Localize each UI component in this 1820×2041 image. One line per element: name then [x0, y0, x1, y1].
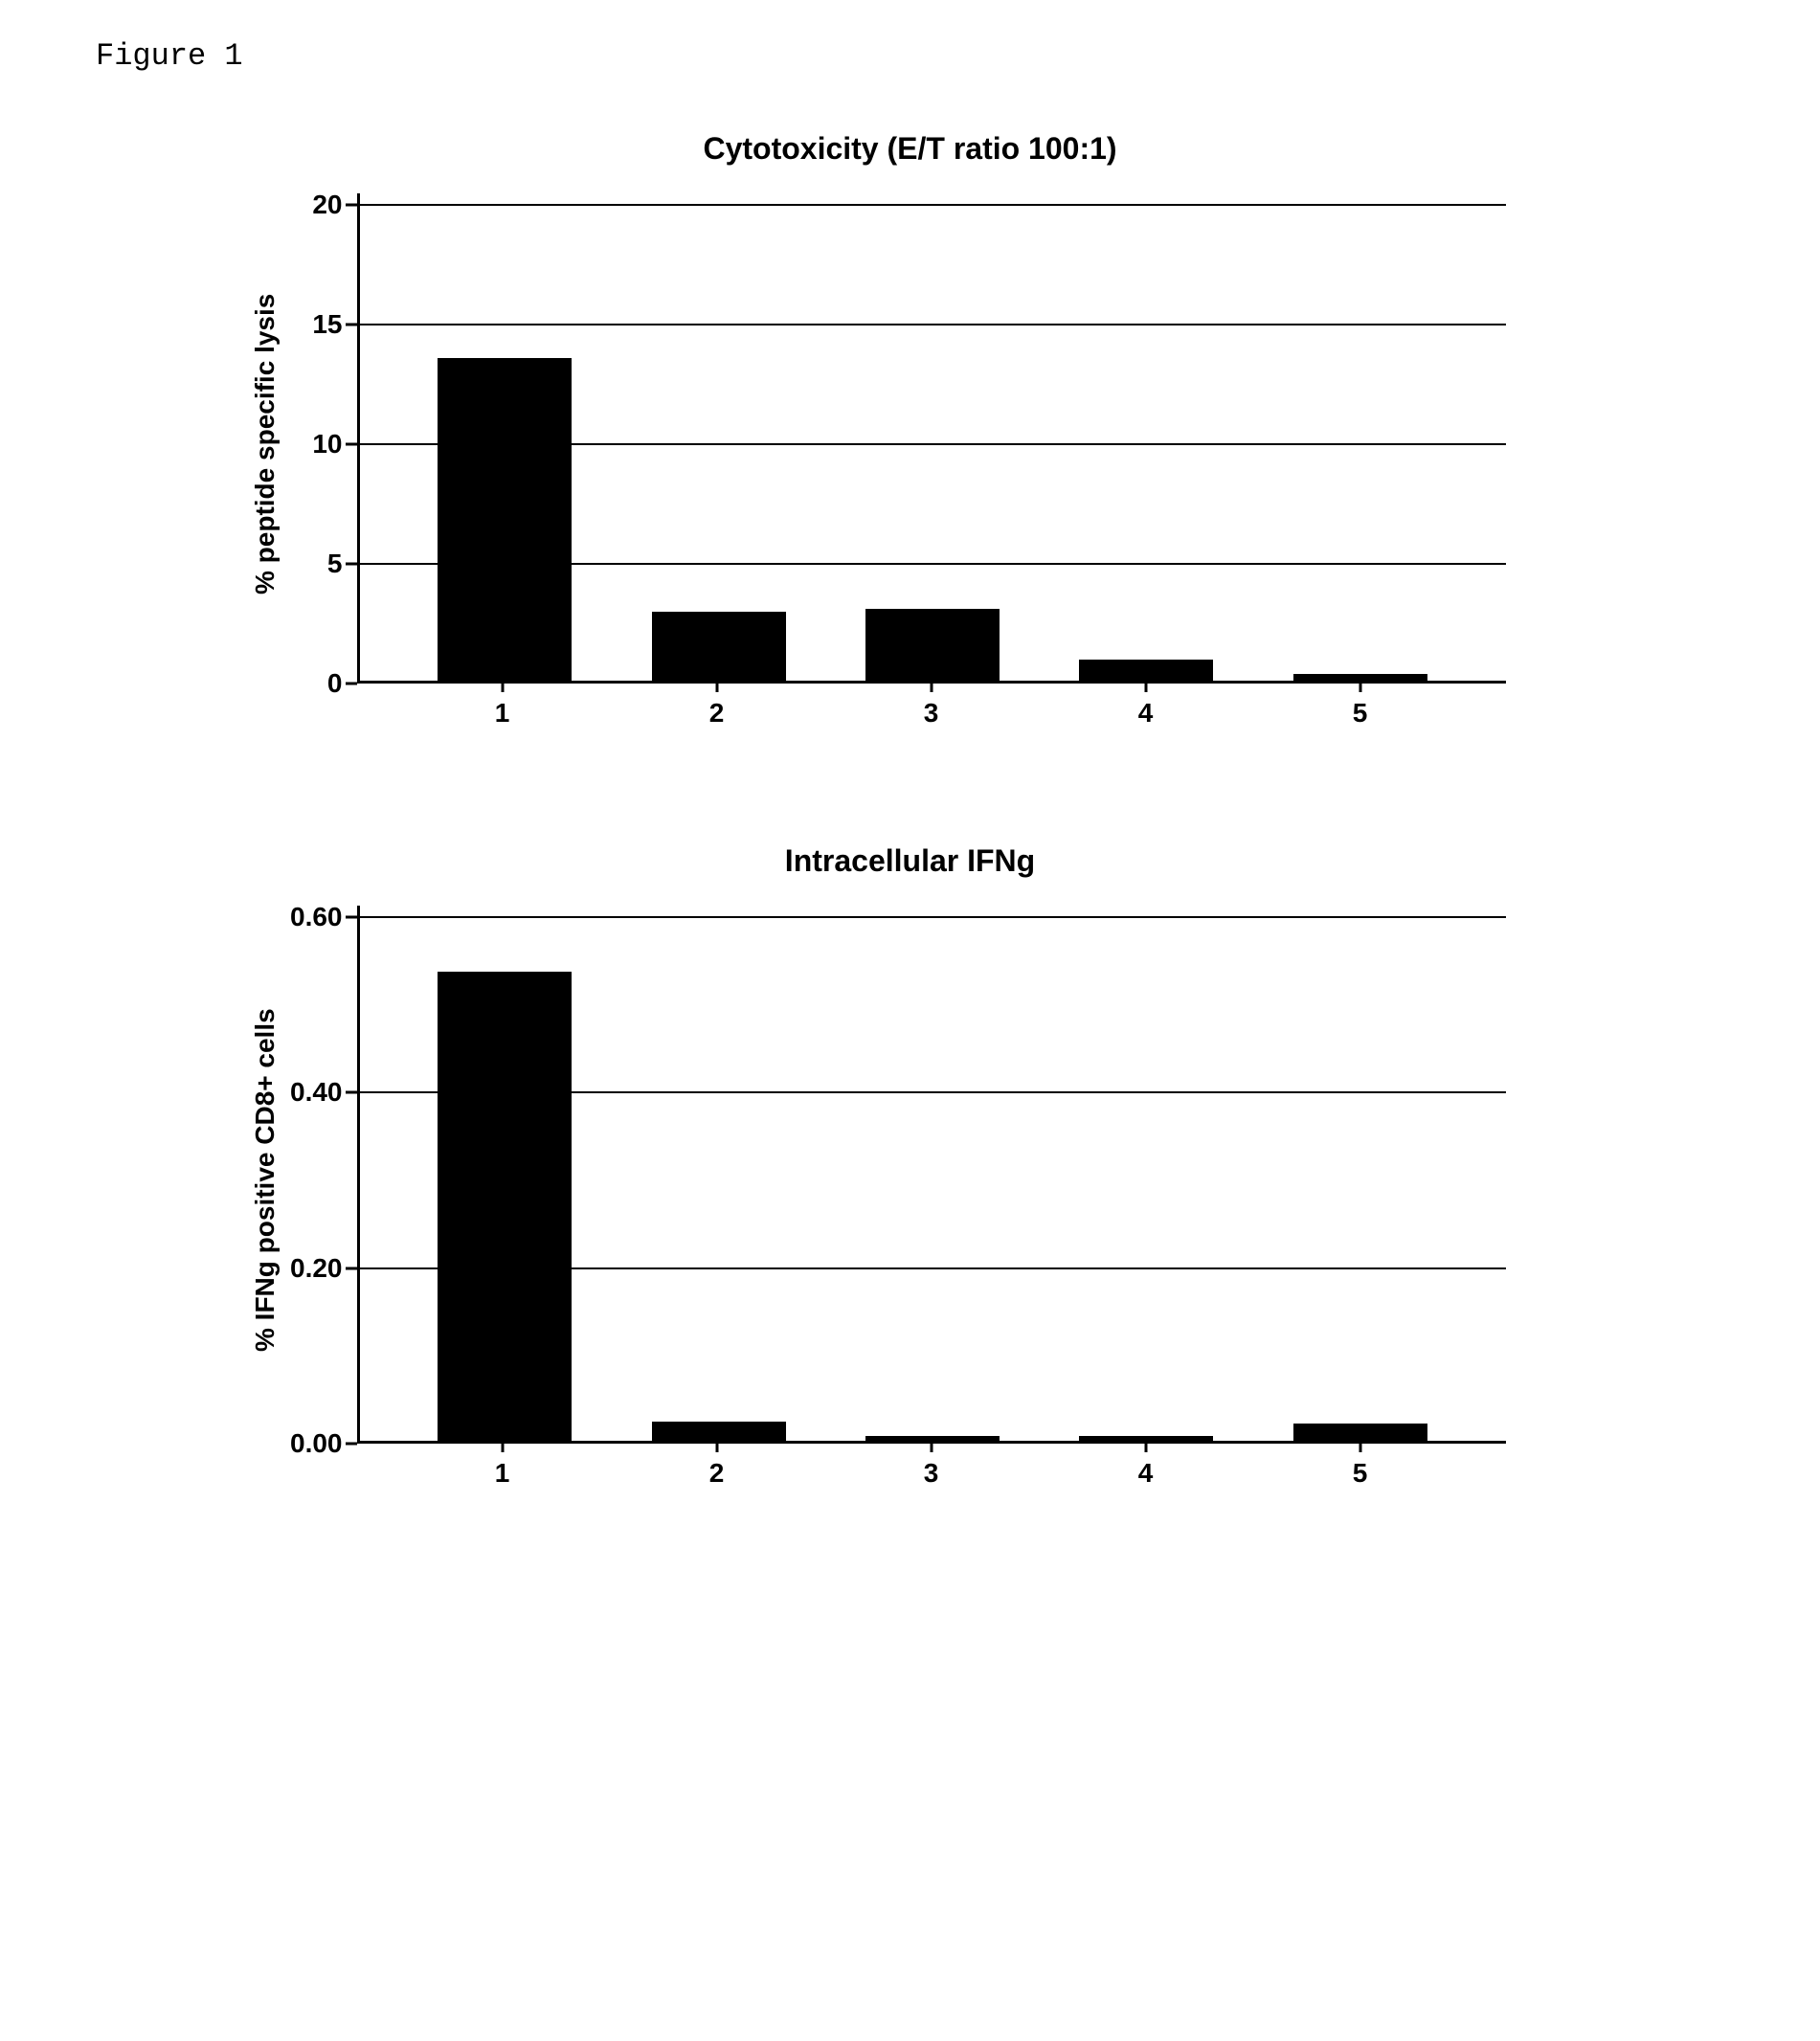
x-tick: 5 [1293, 684, 1427, 729]
y-tick-label: 10 [312, 429, 342, 460]
y-tick-mark [346, 563, 357, 566]
gridline [360, 204, 1506, 206]
x-tick-mark [715, 681, 718, 692]
x-tick: 2 [650, 1444, 784, 1489]
chart-ifng: Intracellular IFNg % IFNg positive CD8+ … [240, 843, 1581, 1489]
chart1-xaxis: 1 2 3 4 5 [357, 684, 1506, 729]
x-tick-label: 5 [1293, 1458, 1427, 1489]
chart2-title: Intracellular IFNg [240, 843, 1581, 879]
y-tick-label: 15 [312, 309, 342, 340]
gridline [360, 1091, 1506, 1093]
y-tick-mark [346, 1091, 357, 1094]
y-tick-mark [346, 1443, 357, 1446]
x-tick-mark [1359, 681, 1361, 692]
x-tick: 3 [865, 684, 999, 729]
x-tick-mark [715, 1441, 718, 1452]
x-tick: 1 [436, 684, 570, 729]
x-tick-mark [1144, 1441, 1147, 1452]
x-tick: 2 [650, 684, 784, 729]
x-tick-mark [1359, 1441, 1361, 1452]
y-tick-mark [346, 916, 357, 919]
x-tick-mark [501, 681, 504, 692]
bar [865, 609, 1000, 681]
y-tick-label: 5 [327, 549, 343, 579]
x-tick-label: 4 [1079, 1458, 1213, 1489]
gridline [360, 324, 1506, 325]
chart1-plot [357, 205, 1506, 684]
y-tick-mark [346, 443, 357, 446]
figure-label: Figure 1 [96, 38, 1782, 74]
x-tick-mark [501, 1441, 504, 1452]
x-tick-label: 4 [1079, 698, 1213, 729]
y-tick-label: 20 [312, 190, 342, 220]
x-tick: 4 [1079, 684, 1213, 729]
y-tick-mark [346, 324, 357, 326]
bar [1293, 1424, 1427, 1441]
y-tick-mark [346, 1267, 357, 1269]
y-tick-mark [346, 204, 357, 207]
gridline [360, 1267, 1506, 1269]
x-tick-mark [930, 1441, 932, 1452]
chart2-yaxis: 0.000.200.400.60 [281, 917, 357, 1444]
x-tick-label: 2 [650, 1458, 784, 1489]
y-tick-label: 0.20 [290, 1253, 343, 1284]
bar [652, 1422, 786, 1441]
y-tick-label: 0.40 [290, 1077, 343, 1108]
chart2-xaxis: 1 2 3 4 5 [357, 1444, 1506, 1489]
chart1-yaxis: 05101520 [281, 205, 357, 684]
x-tick-label: 3 [865, 698, 999, 729]
x-tick-label: 3 [865, 1458, 999, 1489]
bar [1079, 660, 1213, 682]
chart2-ylabel: % IFNg positive CD8+ cells [240, 917, 281, 1444]
bar [438, 358, 572, 682]
x-tick: 1 [436, 1444, 570, 1489]
bar [1293, 674, 1427, 682]
gridline [360, 916, 1506, 918]
x-tick-mark [1144, 681, 1147, 692]
x-tick-label: 1 [436, 698, 570, 729]
chart-cytotoxicity: Cytotoxicity (E/T ratio 100:1) % peptide… [240, 131, 1581, 729]
x-tick-label: 2 [650, 698, 784, 729]
y-tick-mark [346, 683, 357, 685]
x-tick-mark [930, 681, 932, 692]
chart2-bars [360, 917, 1506, 1441]
x-tick: 3 [865, 1444, 999, 1489]
x-tick: 4 [1079, 1444, 1213, 1489]
y-tick-label: 0.00 [290, 1428, 343, 1459]
x-tick-label: 5 [1293, 698, 1427, 729]
gridline [360, 563, 1506, 565]
y-tick-label: 0.60 [290, 902, 343, 932]
x-tick: 5 [1293, 1444, 1427, 1489]
chart1-ylabel: % peptide specific lysis [240, 205, 281, 684]
y-tick-label: 0 [327, 668, 343, 699]
gridline [360, 443, 1506, 445]
bar [438, 972, 572, 1441]
x-tick-label: 1 [436, 1458, 570, 1489]
chart1-title: Cytotoxicity (E/T ratio 100:1) [240, 131, 1581, 167]
chart2-plot [357, 917, 1506, 1444]
bar [652, 612, 786, 682]
